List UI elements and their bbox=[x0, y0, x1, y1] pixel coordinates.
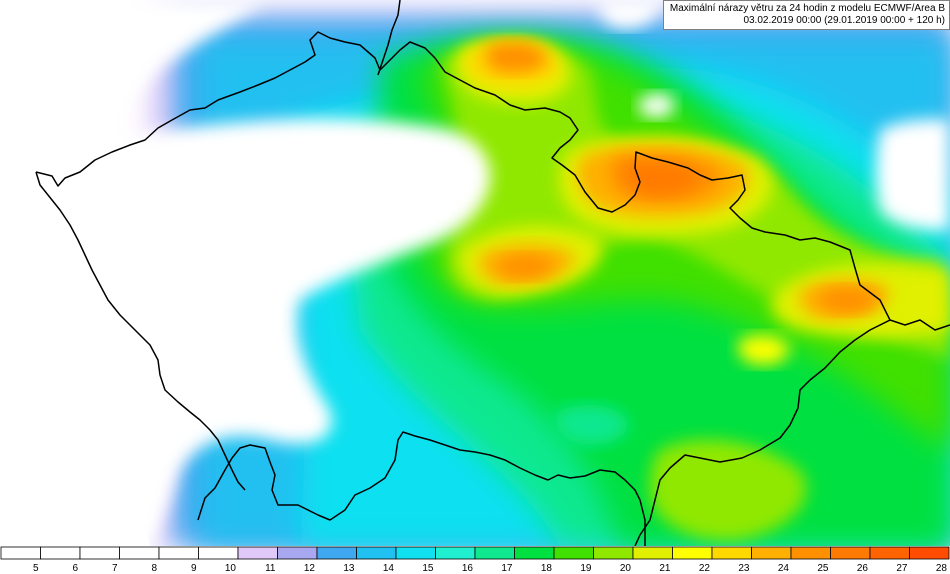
legend-swatch-28 bbox=[909, 546, 950, 560]
legend-label-18: 18 bbox=[541, 563, 553, 574]
legend-label-10: 10 bbox=[225, 563, 237, 574]
legend-swatch-11 bbox=[237, 546, 278, 560]
legend-swatch-27 bbox=[869, 546, 910, 560]
legend-label-11: 11 bbox=[265, 563, 276, 574]
legend-swatch-6 bbox=[40, 546, 81, 560]
legend-swatch-15 bbox=[395, 546, 436, 560]
legend-label-22: 22 bbox=[699, 563, 711, 574]
czech-border-line bbox=[35, 31, 891, 546]
wind-gust-map bbox=[0, 0, 950, 546]
east-border-line bbox=[889, 319, 950, 331]
legend-label-27: 27 bbox=[896, 563, 908, 574]
legend-swatch-23 bbox=[711, 546, 752, 560]
south-border-line bbox=[197, 431, 646, 546]
legend-swatch-8 bbox=[119, 546, 160, 560]
legend-swatch-22 bbox=[672, 546, 713, 560]
legend-label-17: 17 bbox=[501, 563, 513, 574]
legend-label-14: 14 bbox=[383, 563, 395, 574]
legend-label-13: 13 bbox=[343, 563, 355, 574]
map-title-box: Maximální nárazy větru za 24 hodin z mod… bbox=[662, 0, 950, 30]
legend-swatches bbox=[0, 546, 950, 560]
legend-swatch-25 bbox=[790, 546, 831, 560]
legend-label-8: 8 bbox=[151, 563, 157, 574]
legend-swatch-20 bbox=[593, 546, 634, 560]
legend-label-12: 12 bbox=[304, 563, 316, 574]
legend-label-6: 6 bbox=[72, 563, 78, 574]
legend-swatch-10 bbox=[198, 546, 239, 560]
legend-label-5: 5 bbox=[33, 563, 39, 574]
north-border-line bbox=[377, 0, 401, 76]
legend-labels: 5 6 7 8 9 10 11 12 13 14 15 16 17 18 19 20 21 22 23 24 25 26 2… bbox=[33, 563, 947, 574]
map-title: Maximální nárazy větru za 24 hodin z mod… bbox=[669, 3, 945, 14]
legend-label-16: 16 bbox=[462, 563, 474, 574]
legend-swatch-12 bbox=[277, 546, 318, 560]
legend-label-7: 7 bbox=[112, 563, 118, 574]
legend-swatch-18 bbox=[514, 546, 555, 560]
west-border-line bbox=[35, 171, 246, 491]
legend-swatch-5 bbox=[0, 546, 41, 560]
legend-swatch-21 bbox=[632, 546, 673, 560]
legend-label-26: 26 bbox=[857, 563, 869, 574]
legend-label-19: 19 bbox=[580, 563, 592, 574]
legend-label-28: 28 bbox=[936, 563, 948, 574]
legend-label-25: 25 bbox=[817, 563, 829, 574]
legend-swatch-9 bbox=[158, 546, 199, 560]
legend-swatch-14 bbox=[356, 546, 397, 560]
legend-label-15: 15 bbox=[422, 563, 434, 574]
legend-label-24: 24 bbox=[778, 563, 790, 574]
country-borders bbox=[35, 0, 950, 546]
legend-swatch-7 bbox=[79, 546, 120, 560]
map-subtitle: 03.02.2019 00:00 (29.01.2019 00:00 + 120… bbox=[743, 15, 945, 26]
legend-swatch-19 bbox=[553, 546, 594, 560]
legend-swatch-16 bbox=[435, 546, 476, 560]
legend-label-20: 20 bbox=[620, 563, 632, 574]
legend-swatch-13 bbox=[316, 546, 357, 560]
wind-field bbox=[0, 0, 950, 546]
legend-label-21: 21 bbox=[659, 563, 671, 574]
legend-swatch-26 bbox=[830, 546, 871, 560]
legend-label-9: 9 bbox=[191, 563, 197, 574]
legend-swatch-17 bbox=[474, 546, 515, 560]
color-scale-legend: 5 6 7 8 9 10 11 12 13 14 15 16 17 18 19 20 21 22 23 24 25 26 2… bbox=[0, 546, 950, 574]
legend-label-23: 23 bbox=[738, 563, 750, 574]
legend-swatch-24 bbox=[751, 546, 792, 560]
